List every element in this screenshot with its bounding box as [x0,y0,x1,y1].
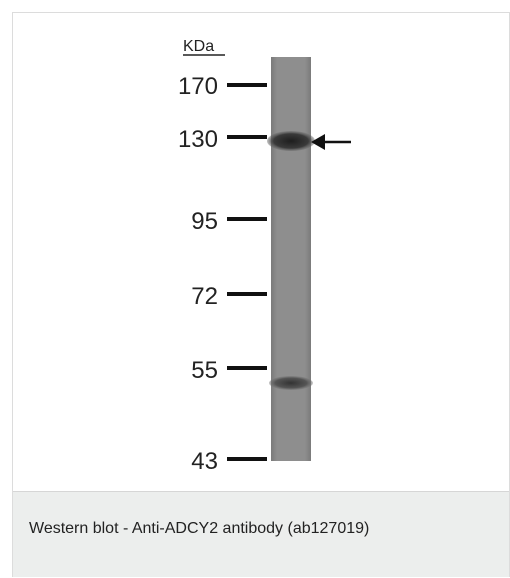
marker-label-95: 95 [191,208,218,235]
western-blot-figure: KDa 170 130 95 72 55 43 [13,13,509,491]
band-55 [269,376,313,390]
unit-label: KDa [183,38,214,55]
blot-lane [271,57,311,461]
figure-caption: Western blot - Anti-ADCY2 antibody (ab12… [29,520,370,537]
marker-label-130: 130 [178,126,218,153]
marker-label-72: 72 [191,283,218,310]
caption-bar: Western blot - Anti-ADCY2 antibody (ab12… [13,491,509,577]
band-130 [267,131,315,151]
marker-label-43: 43 [191,448,218,475]
blot-image: KDa 170 130 95 72 55 43 [178,38,351,475]
arrow-left-icon [311,134,351,150]
marker-label-55: 55 [191,357,218,384]
marker-label-170: 170 [178,73,218,100]
figure-card: KDa 170 130 95 72 55 43 [12,12,510,577]
